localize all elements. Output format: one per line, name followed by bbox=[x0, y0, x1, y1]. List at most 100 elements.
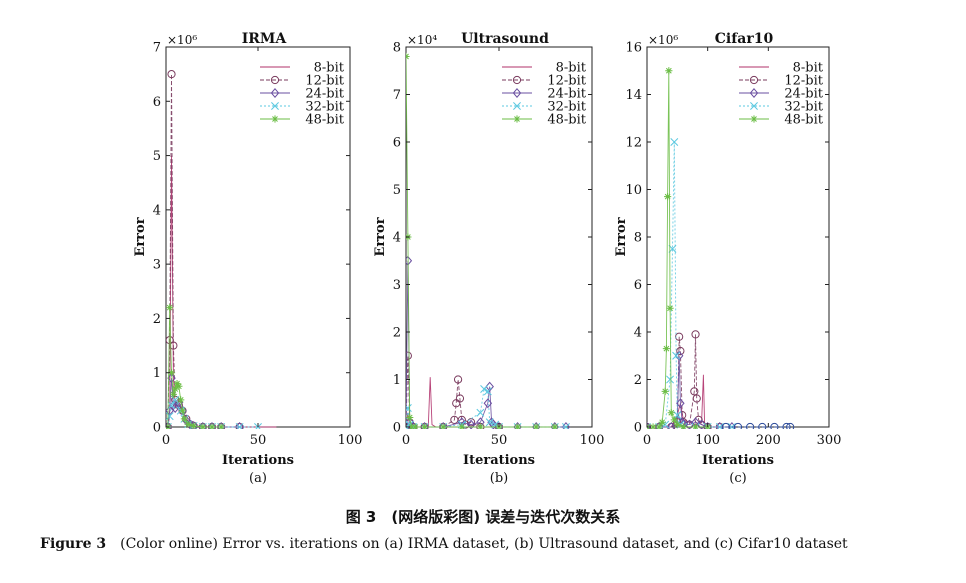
y-tick-label: 7 bbox=[393, 88, 401, 103]
legend-marker bbox=[512, 75, 522, 85]
data-point bbox=[421, 423, 429, 429]
data-point bbox=[438, 422, 448, 429]
legend-marker bbox=[513, 115, 521, 123]
x-tick-label: 50 bbox=[250, 433, 267, 448]
y-tick-label: 3 bbox=[393, 278, 401, 293]
chart-title: Cifar10 bbox=[715, 31, 774, 47]
data-point bbox=[655, 423, 663, 429]
legend-label: 24-bit bbox=[305, 87, 344, 102]
y-tick-label: 12 bbox=[625, 136, 642, 151]
data-point bbox=[476, 423, 484, 429]
legend-label: 24-bit bbox=[784, 87, 823, 102]
legend-marker bbox=[271, 102, 279, 110]
legend-label: 12-bit bbox=[784, 74, 823, 89]
y-tick-label: 1 bbox=[393, 373, 401, 388]
data-point bbox=[458, 423, 466, 429]
y-multiplier: ×10⁶ bbox=[648, 33, 678, 47]
y-multiplier: ×10⁶ bbox=[167, 33, 197, 47]
panel-label: (a) bbox=[249, 471, 267, 486]
plot-area bbox=[646, 46, 830, 428]
data-point bbox=[406, 423, 410, 429]
data-point bbox=[786, 422, 795, 429]
y-tick-label: 1 bbox=[153, 366, 161, 381]
data-point bbox=[672, 351, 681, 360]
data-point bbox=[551, 423, 559, 429]
data-point bbox=[235, 422, 244, 429]
y-tick-label: 5 bbox=[153, 149, 161, 164]
data-point bbox=[532, 423, 540, 429]
legend-label: 32-bit bbox=[547, 100, 586, 115]
data-point bbox=[770, 422, 779, 429]
x-tick-label: 300 bbox=[817, 433, 842, 448]
data-point bbox=[664, 193, 672, 201]
series-group bbox=[166, 70, 277, 429]
data-point bbox=[661, 387, 669, 395]
data-point bbox=[169, 390, 177, 399]
y-tick-label: 14 bbox=[625, 88, 642, 103]
y-tick-label: 2 bbox=[393, 326, 401, 341]
y-axis-label: Error bbox=[614, 217, 629, 256]
data-point bbox=[676, 346, 685, 356]
panel-label: (b) bbox=[490, 471, 508, 486]
data-point bbox=[666, 304, 674, 312]
data-point bbox=[673, 411, 682, 420]
data-point bbox=[691, 423, 700, 429]
data-point bbox=[703, 422, 712, 429]
legend-marker bbox=[749, 75, 759, 85]
y-tick-label: 2 bbox=[153, 312, 161, 327]
legend-marker bbox=[513, 102, 521, 110]
data-point bbox=[685, 419, 694, 429]
x-tick-label: 100 bbox=[338, 433, 363, 448]
data-point bbox=[697, 419, 706, 429]
y-tick-label: 10 bbox=[625, 183, 642, 198]
data-point bbox=[439, 423, 447, 429]
data-point bbox=[673, 421, 681, 429]
legend-label: 48-bit bbox=[305, 113, 344, 128]
legend-label: 12-bit bbox=[547, 74, 586, 89]
y-tick-label: 4 bbox=[634, 326, 642, 341]
data-point bbox=[180, 415, 188, 423]
x-axis-label: Iterations bbox=[463, 453, 535, 468]
chart-panel-1: 0 50 100 0 1 2 3 4 5 6 7 ×10⁶ IRMA Iterations Error (a)… bbox=[133, 31, 362, 486]
caption-chinese: 图 3 (网络版彩图) 误差与迭代次数关系 bbox=[345, 508, 621, 526]
chart-panel-3: 0 100 200 300 0 2 4 6 8 10 12 14 16 ×10⁶ Cifar10 Iterat… bbox=[614, 31, 841, 486]
data-point bbox=[407, 423, 416, 429]
y-tick-label: 6 bbox=[153, 95, 161, 110]
data-point bbox=[167, 369, 176, 377]
data-point bbox=[467, 418, 476, 427]
y-tick-label: 4 bbox=[153, 203, 161, 218]
legend-label: 8-bit bbox=[556, 61, 587, 76]
series-line-4 bbox=[647, 141, 732, 428]
y-tick-label: 5 bbox=[393, 183, 401, 198]
plot-area bbox=[165, 46, 351, 428]
legend-marker bbox=[750, 115, 758, 123]
data-point bbox=[662, 345, 671, 353]
legend-label: 8-bit bbox=[314, 61, 345, 76]
data-point bbox=[562, 423, 570, 429]
data-point bbox=[483, 398, 493, 409]
data-point bbox=[411, 423, 419, 429]
data-point bbox=[173, 379, 181, 388]
legend-marker bbox=[749, 88, 759, 98]
data-point bbox=[674, 350, 684, 361]
data-point bbox=[514, 423, 522, 429]
y-tick-label: 0 bbox=[153, 421, 161, 436]
legend-label: 32-bit bbox=[305, 100, 344, 115]
data-point bbox=[466, 419, 476, 429]
data-point bbox=[679, 423, 687, 429]
data-point bbox=[561, 422, 571, 429]
data-point bbox=[667, 409, 675, 417]
caption-figure-label: Figure 3 bbox=[40, 536, 107, 552]
legend-label: 8-bit bbox=[793, 61, 824, 76]
data-point bbox=[169, 341, 178, 350]
data-point bbox=[406, 413, 414, 422]
data-point bbox=[692, 394, 701, 403]
legend-label: 24-bit bbox=[547, 87, 586, 102]
legend-marker bbox=[271, 115, 279, 123]
y-multiplier: ×10⁴ bbox=[407, 33, 437, 47]
caption-english: Figure 3 (Color online) Error vs. iterati… bbox=[40, 536, 848, 552]
y-tick-label: 0 bbox=[634, 421, 642, 436]
data-point bbox=[235, 423, 244, 429]
